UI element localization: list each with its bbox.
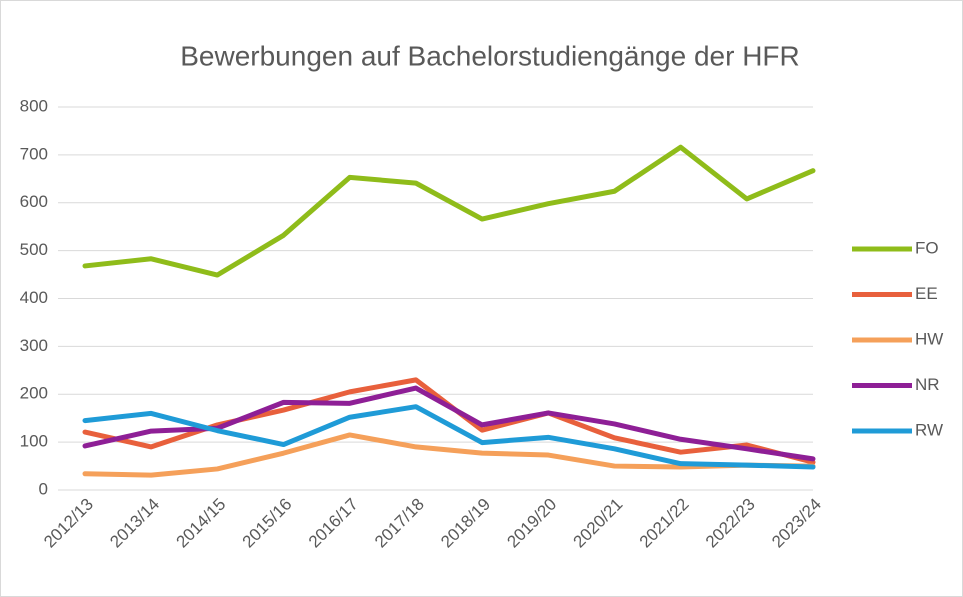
series-line bbox=[82, 144, 816, 278]
y-tick-label: 200 bbox=[20, 384, 48, 403]
y-tick-label: 100 bbox=[20, 432, 48, 451]
y-tick-label: 700 bbox=[20, 144, 48, 163]
legend-label: NR bbox=[915, 375, 940, 394]
series-line bbox=[82, 404, 816, 470]
legend-label: EE bbox=[915, 284, 938, 303]
y-tick-label: 400 bbox=[20, 288, 48, 307]
y-tick-label: 500 bbox=[20, 240, 48, 259]
y-tick-label: 0 bbox=[39, 479, 48, 498]
legend-label: RW bbox=[915, 420, 943, 439]
legend-label: FO bbox=[915, 238, 939, 257]
y-tick-label: 800 bbox=[20, 96, 48, 115]
legend-label: HW bbox=[915, 329, 943, 348]
chart-title: Bewerbungen auf Bachelorstudiengänge der… bbox=[180, 40, 800, 71]
y-tick-label: 600 bbox=[20, 192, 48, 211]
series-line bbox=[82, 432, 816, 478]
y-tick-label: 300 bbox=[20, 336, 48, 355]
